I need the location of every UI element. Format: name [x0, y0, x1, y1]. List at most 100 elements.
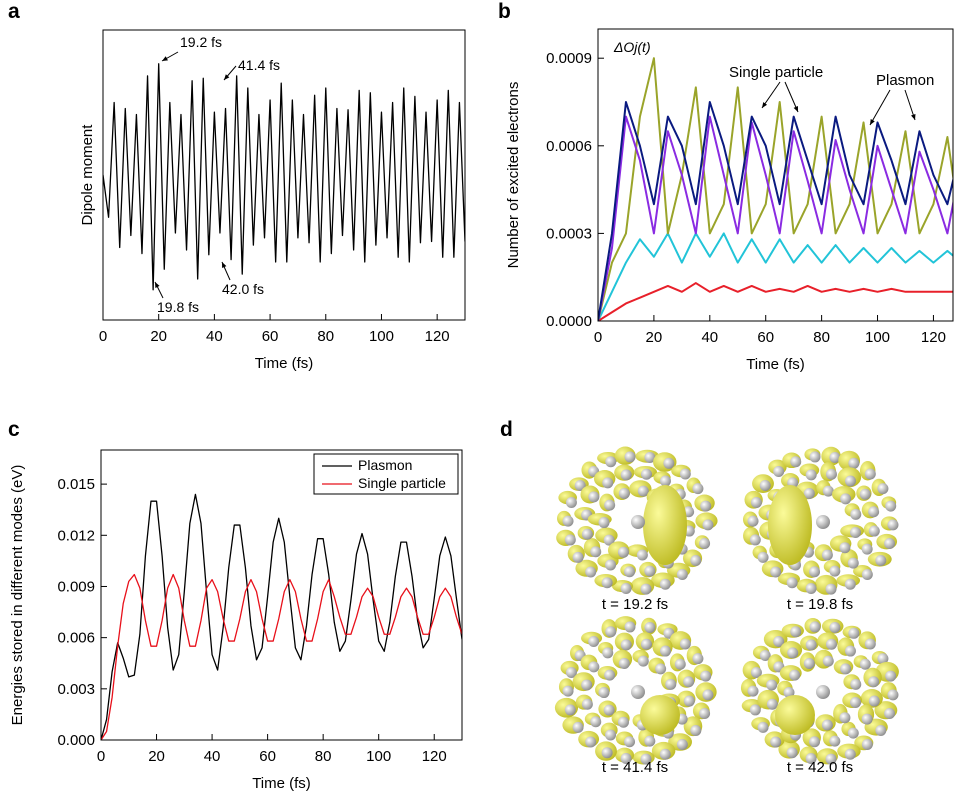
atom: [809, 621, 821, 633]
x-tick-label: 60: [259, 748, 276, 765]
atom: [679, 638, 691, 650]
x-tick-label: 100: [366, 748, 391, 765]
atom: [816, 685, 830, 699]
atom: [803, 657, 815, 669]
atom: [618, 657, 630, 669]
atom: [884, 538, 896, 550]
atom: [877, 483, 889, 495]
x-tick-label: 120: [425, 328, 450, 345]
atom: [816, 515, 830, 529]
y-tick-label: 0.0003: [546, 225, 592, 242]
atom: [679, 468, 691, 480]
atom: [850, 678, 862, 690]
annotation: 41.4 fs: [238, 57, 280, 73]
atom: [770, 566, 782, 578]
atom: [848, 627, 860, 639]
atom: [805, 469, 817, 481]
molecule: [740, 617, 899, 765]
atom: [702, 519, 714, 531]
atom: [692, 653, 704, 665]
molecule: [556, 446, 718, 595]
x-tick-label: 80: [317, 328, 334, 345]
atom: [848, 457, 860, 469]
atom: [631, 685, 645, 699]
atom: [640, 583, 652, 595]
y-tick-label: 0.0006: [546, 138, 592, 155]
y-tick-label: 0.009: [57, 578, 95, 595]
atom: [786, 577, 798, 589]
x-tick-label: 0: [97, 748, 105, 765]
atom: [749, 534, 761, 546]
atom: [659, 578, 671, 590]
density-lobe: [643, 485, 687, 565]
atom: [620, 583, 632, 595]
atom: [636, 549, 648, 561]
x-tick-label: 0: [594, 329, 602, 346]
atom: [766, 698, 778, 710]
atom: [631, 515, 645, 529]
atom: [809, 566, 821, 578]
atom: [847, 557, 859, 569]
atom: [637, 655, 649, 667]
atom: [702, 689, 714, 701]
atom: [747, 685, 759, 697]
molecule: [742, 446, 899, 595]
atom: [825, 753, 837, 765]
atom: [562, 515, 574, 527]
atom: [572, 721, 584, 733]
atom: [822, 485, 834, 497]
atom: [581, 528, 593, 540]
atom: [676, 568, 688, 580]
x-tick-label: 20: [646, 329, 663, 346]
atom: [839, 542, 851, 554]
atom: [864, 638, 876, 650]
atom: [581, 679, 593, 691]
y-axis-title: Number of excited electrons: [505, 82, 522, 269]
atom: [844, 578, 856, 590]
annotation: Plasmon: [876, 72, 934, 89]
atom: [588, 491, 600, 503]
x-tick-label: 0: [99, 328, 107, 345]
atom: [637, 485, 649, 497]
atom: [790, 626, 802, 638]
atom: [700, 500, 712, 512]
x-axis-title: Time (fs): [746, 356, 805, 373]
atom: [690, 555, 702, 567]
x-tick-label: 120: [422, 748, 447, 765]
plot-lines: [103, 63, 465, 291]
y-tick-label: 0.000: [57, 732, 95, 749]
atom: [849, 697, 861, 709]
atom: [598, 517, 610, 529]
x-tick-label: 20: [148, 748, 165, 765]
arrow-head: [224, 74, 230, 80]
plot-frame: [597, 28, 954, 322]
data-line: [598, 115, 953, 321]
atom: [640, 468, 652, 480]
caption: t = 19.8 fs: [787, 596, 853, 613]
atom: [839, 712, 851, 724]
atom: [885, 500, 897, 512]
x-tick-label: 40: [204, 748, 221, 765]
arrow-head: [155, 282, 160, 288]
y-tick-label: 0.006: [57, 630, 95, 647]
arrow-head: [762, 102, 768, 108]
atom: [585, 566, 597, 578]
annotation: 42.0 fs: [222, 281, 264, 297]
atom: [581, 698, 593, 710]
annotation: Single particle: [729, 64, 823, 81]
atom: [676, 738, 688, 750]
data-line: [598, 101, 953, 321]
atom: [603, 534, 615, 546]
atom: [588, 636, 600, 648]
y-tick-label: 0.0009: [546, 50, 592, 67]
atom: [603, 704, 615, 716]
atom: [844, 475, 856, 487]
atom: [564, 704, 576, 716]
atom: [757, 551, 769, 563]
atom: [868, 525, 880, 537]
atom: [885, 670, 897, 682]
atom: [605, 456, 617, 468]
x-tick-label: 100: [865, 329, 890, 346]
data-line: [101, 493, 462, 740]
